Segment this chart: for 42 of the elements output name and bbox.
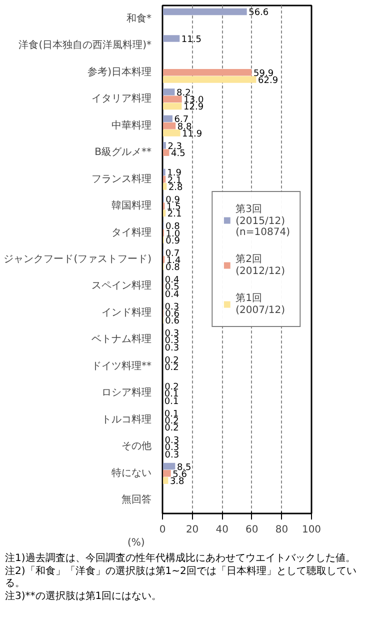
y-tick-label: 中華料理 [112,119,152,132]
data-label: 11.9 [182,129,202,140]
y-tick-label: ジャンクフード(ファストフード) [4,254,152,265]
y-tick-label: 韓国料理 [112,200,152,212]
legend-label: 第1回 (2007/12) [236,292,286,316]
y-tick-label: 和食* [126,12,152,24]
data-label: 4.5 [170,149,186,160]
x-axis-title: (%) [128,538,145,548]
y-tick-label: ロシア料理 [102,386,152,399]
data-label: 0.9 [166,236,180,246]
y-tick-label: 特にない [112,466,152,479]
data-label: 62.9 [258,76,278,86]
x-tick-label: 0 [159,524,166,536]
data-label: 0.1 [164,396,179,407]
y-tick-label: イタリア料理 [92,92,152,105]
legend-label: 第2回 (2012/12) [236,253,286,277]
y-tick-label: ベトナム料理 [92,333,152,346]
y-tick-label: タイ料理 [112,226,152,238]
text: 注3)**の選択肢は第1回にはない。 [5,590,163,603]
legend-label: 第3回 (2015/12) (n=10874) [236,203,290,238]
y-tick-label: 無回答 [122,494,152,506]
y-tick-label: B級グルメ** [94,147,152,158]
x-tick-label: 20 [186,524,199,536]
y-tick-label: トルコ料理 [102,413,152,426]
y-tick-label: インド料理 [102,306,152,318]
x-tick-label: 60 [246,524,258,536]
x-tick-label: 80 [275,524,288,536]
x-tick-label: 40 [216,524,228,536]
y-tick-label: フランス料理 [92,172,152,185]
data-label: 56.6 [248,8,269,18]
y-tick-label: 参考)日本料理 [88,66,152,78]
data-label: 11.5 [181,34,202,45]
y-tick-label: その他 [122,440,152,452]
data-label: 0.4 [164,290,180,300]
y-tick-label: 洋食(日本独自の西洋風料理)* [18,39,152,52]
y-tick-label: スペイン料理 [92,280,152,292]
text: 注1)過去調査は、今回調査の性年代構成比にあわせてウエイトバックした値。 [5,553,356,566]
y-tick-label: ドイツ料理** [92,360,152,372]
data-label: 0.6 [165,316,180,327]
data-label: 2.1 [167,210,182,220]
x-tick-label: 100 [302,524,322,536]
text: 注2)「和食」「洋食」の選択肢は第1~2回では「日本料理」として聴取している。 [5,566,358,590]
